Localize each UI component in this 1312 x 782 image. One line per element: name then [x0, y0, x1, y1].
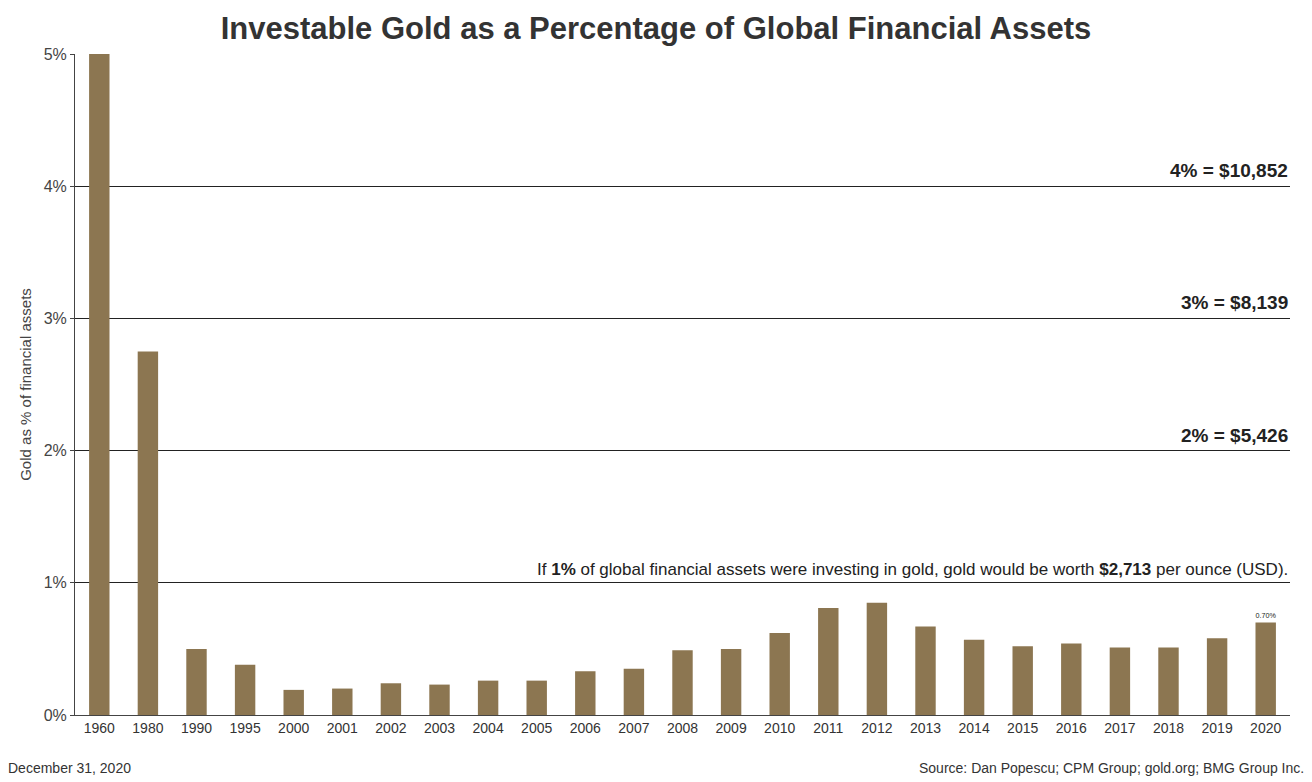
svg-text:2% = $5,426: 2% = $5,426: [1181, 425, 1288, 446]
svg-text:2015: 2015: [1007, 720, 1038, 736]
svg-text:2006: 2006: [570, 720, 601, 736]
svg-text:Investable Gold as a Percentag: Investable Gold as a Percentage of Globa…: [221, 11, 1092, 46]
svg-text:2016: 2016: [1056, 720, 1087, 736]
svg-text:2014: 2014: [959, 720, 990, 736]
svg-text:1995: 1995: [230, 720, 261, 736]
svg-text:2007: 2007: [618, 720, 649, 736]
svg-text:2011: 2011: [813, 720, 843, 736]
svg-text:1980: 1980: [132, 720, 163, 736]
svg-text:2013: 2013: [910, 720, 941, 736]
svg-text:1990: 1990: [181, 720, 212, 736]
svg-text:5%: 5%: [44, 46, 67, 63]
svg-text:1960: 1960: [84, 720, 115, 736]
svg-text:2008: 2008: [667, 720, 698, 736]
svg-text:3% = $8,139: 3% = $8,139: [1181, 292, 1288, 313]
svg-text:0.70%: 0.70%: [1256, 611, 1277, 620]
svg-text:Source: Dan Popescu; CPM Group: Source: Dan Popescu; CPM Group; gold.org…: [919, 760, 1304, 776]
svg-text:2020: 2020: [1250, 720, 1281, 736]
svg-text:2009: 2009: [716, 720, 747, 736]
svg-text:2%: 2%: [44, 442, 67, 459]
svg-text:2010: 2010: [764, 720, 795, 736]
svg-text:December 31, 2020: December 31, 2020: [8, 760, 131, 776]
svg-text:2005: 2005: [521, 720, 552, 736]
svg-text:2012: 2012: [861, 720, 892, 736]
svg-text:2017: 2017: [1104, 720, 1135, 736]
svg-text:4% = $10,852: 4% = $10,852: [1170, 160, 1288, 181]
svg-text:If 1% of global financial asse: If 1% of global financial assets were in…: [537, 560, 1288, 579]
svg-text:2002: 2002: [375, 720, 406, 736]
svg-text:2018: 2018: [1153, 720, 1184, 736]
svg-text:0%: 0%: [44, 707, 67, 724]
svg-text:2003: 2003: [424, 720, 455, 736]
svg-text:2001: 2001: [327, 720, 358, 736]
svg-text:2000: 2000: [278, 720, 309, 736]
svg-text:3%: 3%: [44, 310, 67, 327]
svg-text:1%: 1%: [44, 574, 67, 591]
svg-text:2004: 2004: [473, 720, 504, 736]
svg-text:Gold as % of financial assets: Gold as % of financial assets: [17, 288, 34, 481]
svg-text:2019: 2019: [1202, 720, 1233, 736]
svg-text:4%: 4%: [44, 178, 67, 195]
